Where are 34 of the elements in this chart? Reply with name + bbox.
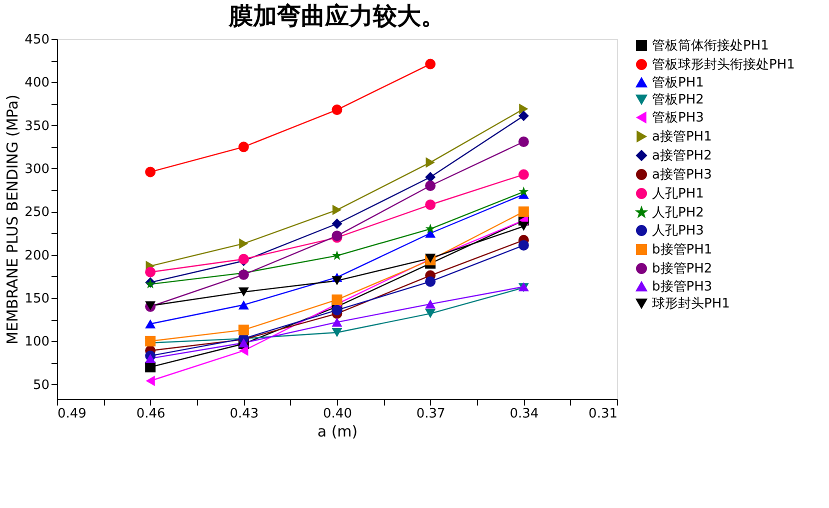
y-tick-label: 50 <box>32 378 50 393</box>
x-tick-label: 0.40 <box>323 406 352 422</box>
x-tick-label: 0.46 <box>136 406 166 422</box>
y-tick-label: 350 <box>24 118 50 134</box>
chart-title: 膜加弯曲应力较大。 <box>228 2 445 30</box>
legend-label: 管板球形封头衔接处PH1 <box>652 58 795 72</box>
x-axis-title: a (m) <box>317 422 358 440</box>
y-tick-label: 100 <box>24 334 50 350</box>
y-tick-label: 400 <box>24 76 50 91</box>
y-axis-title: MEMBRANE PLUS BENDING (MPa) <box>4 94 22 344</box>
legend-label: 人孔PH1 <box>652 186 704 202</box>
legend-label: 人孔PH2 <box>652 206 704 220</box>
x-tick-label: 0.49 <box>58 406 86 422</box>
legend-label: 管板PH3 <box>652 110 704 126</box>
legend-label: 球形封头PH1 <box>652 296 730 312</box>
legend-label: b接管PH2 <box>652 262 712 276</box>
legend-label: a接管PH3 <box>652 168 712 182</box>
legend-label: a接管PH2 <box>652 148 712 164</box>
y-tick-label: 200 <box>24 248 50 264</box>
y-tick-label: 300 <box>24 162 50 177</box>
y-tick-label: 150 <box>24 291 50 306</box>
x-tick-label: 0.43 <box>230 406 259 422</box>
legend-label: 管板筒体衔接处PH1 <box>652 38 769 54</box>
x-tick-label: 0.34 <box>510 406 539 422</box>
legend-label: b接管PH3 <box>652 280 712 294</box>
legend-label: 人孔PH3 <box>652 224 704 238</box>
x-tick-label: 0.31 <box>588 406 618 422</box>
legend-label: b接管PH1 <box>652 242 712 258</box>
legend-label: a接管PH1 <box>652 130 712 144</box>
y-tick-label: 250 <box>24 205 50 220</box>
y-tick-label: 450 <box>24 32 50 48</box>
legend-label: 管板PH1 <box>652 76 704 90</box>
x-tick-label: 0.37 <box>416 406 446 422</box>
legend-label: 管板PH2 <box>652 92 704 108</box>
